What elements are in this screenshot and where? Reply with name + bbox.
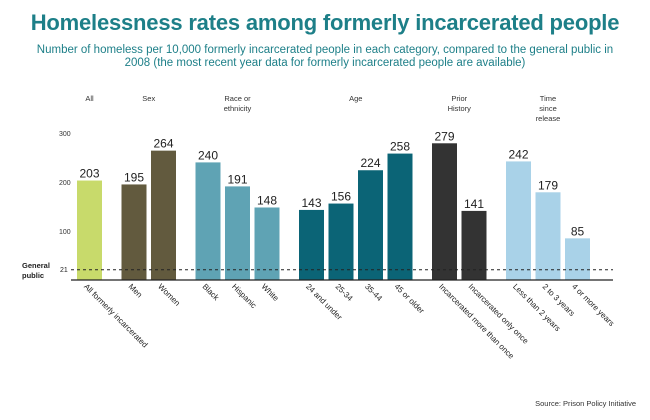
value-label-13: 242: [508, 147, 528, 161]
value-label-14: 179: [538, 178, 558, 192]
group-label-3-line-1: Race or: [224, 94, 251, 103]
bar-13: [506, 161, 531, 280]
bar-9: [358, 170, 383, 280]
value-label-7: 143: [301, 196, 321, 210]
category-label-8: 25-34: [334, 282, 355, 303]
bar-5: [225, 186, 250, 280]
reference-label-line2: public: [22, 271, 44, 280]
group-label-1-line-1: All: [85, 94, 94, 103]
group-label-3-line-2: ethnicity: [224, 104, 252, 113]
source-note: Source: Prison Policy Initiative: [535, 399, 636, 408]
category-label-10: 45 or older: [393, 282, 427, 316]
category-label-2: Men: [127, 282, 144, 299]
bar-6: [254, 207, 280, 280]
chart-subtitle: Number of homeless per 10,000 formerly i…: [36, 44, 614, 69]
value-label-15: 85: [571, 224, 585, 238]
category-label-6: White: [260, 282, 281, 303]
group-label-4-line-1: Age: [349, 94, 362, 103]
value-label-3: 264: [153, 137, 173, 151]
group-label-6-line-2: since: [539, 104, 557, 113]
bar-15: [565, 238, 590, 280]
value-label-9: 224: [360, 156, 380, 170]
bar-11: [432, 143, 457, 280]
y-tick-label-1: 100: [59, 229, 71, 236]
category-label-5: Hispanic: [230, 282, 258, 310]
bar-14: [535, 192, 561, 280]
value-label-12: 141: [464, 197, 484, 211]
value-label-11: 279: [434, 129, 454, 143]
group-label-5-line-2: History: [448, 104, 472, 113]
category-label-4: Black: [201, 282, 222, 303]
value-label-1: 203: [79, 167, 99, 181]
bar-10: [387, 153, 413, 280]
bar-3: [151, 150, 176, 280]
bar-7: [299, 209, 324, 280]
bar-12: [461, 210, 487, 280]
category-label-3: Women: [156, 282, 182, 308]
group-label-5-line-1: Prior: [451, 94, 467, 103]
bar-8: [328, 203, 354, 280]
value-label-4: 240: [198, 148, 218, 162]
reference-label-line1: General: [22, 261, 50, 270]
y-tick-label-3: 300: [59, 131, 71, 138]
chart-title: Homelessness rates among formerly incarc…: [30, 10, 620, 35]
category-label-9: 35-44: [363, 282, 384, 303]
value-label-8: 156: [331, 190, 351, 204]
reference-value-label: 21: [60, 267, 68, 274]
value-label-10: 258: [390, 140, 410, 154]
value-label-2: 195: [124, 170, 144, 184]
bar-1: [77, 180, 102, 280]
bar-4: [195, 162, 221, 280]
value-label-6: 148: [257, 193, 277, 207]
group-label-6-line-3: release: [536, 114, 561, 123]
group-label-2-line-1: Sex: [142, 94, 155, 103]
value-label-5: 191: [227, 172, 247, 186]
category-label-15: 4 or more years: [570, 282, 616, 328]
bar-2: [121, 184, 147, 280]
y-tick-label-2: 200: [59, 180, 71, 187]
group-label-6-line-1: Time: [540, 94, 556, 103]
